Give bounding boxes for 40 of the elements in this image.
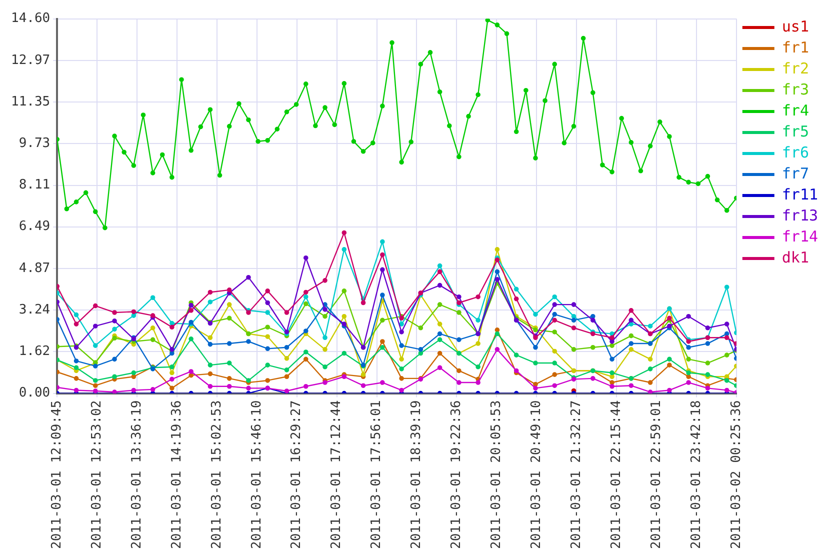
y-tick-label: 4.87 [18,260,50,276]
legend-label: fr5 [782,122,809,140]
x-tick-label: 2011-03-01 14:19:36 [169,400,184,550]
x-tick-label: 2011-03-01 22:59:01 [648,400,664,550]
x-tick-label: 2011-03-01 15:46:10 [249,400,264,550]
x-tick-label: 2011-03-01 19:22:36 [449,400,464,550]
x-tick-label: 2011-03-01 17:12:44 [329,400,344,550]
x-tick-label: 2011-03-01 20:05:53 [489,400,504,550]
y-tick-label: 6.49 [18,219,50,234]
y-tick-label: 11.35 [10,94,50,110]
x-tick-label: 2011-03-01 16:29:27 [289,400,304,550]
x-tick-label: 2011-03-01 17:56:01 [369,400,384,550]
x-tick-label: 2011-03-01 12:53:02 [89,400,104,550]
x-tick-label: 2011-03-01 21:32:27 [568,400,584,550]
y-tick-label: 8.11 [18,178,50,193]
legend-label: fr3 [782,80,809,98]
legend-label: us1 [782,17,809,36]
x-tick-label: 2011-03-01 13:36:19 [129,400,144,550]
y-tick-label: 14.60 [10,11,50,26]
y-tick-label: 12.97 [10,52,50,68]
x-tick-label: 2011-03-01 20:49:10 [528,400,544,550]
legend-label: fr1 [782,38,809,56]
legend-label: fr2 [782,59,809,78]
x-tick-label: 2011-03-01 22:15:44 [608,400,624,550]
legend-label: fr4 [782,101,809,120]
x-tick-label: 2011-03-01 12:09:45 [50,400,65,550]
x-tick-label: 2011-03-02 00:25:36 [728,400,744,550]
legend-label: fr11 [782,185,818,204]
legend-label: fr7 [782,164,809,182]
x-tick-label: 2011-03-01 23:42:18 [688,400,704,550]
legend-label: dk1 [782,248,809,266]
y-tick-label: 9.73 [18,136,50,152]
y-tick-label: 1.62 [18,344,50,360]
y-tick-label: 0.00 [18,386,50,401]
legend-label: fr14 [782,227,818,246]
x-tick-label: 2011-03-01 15:02:53 [209,400,224,550]
y-tick-label: 3.24 [18,302,50,318]
legend-label: fr13 [782,206,818,224]
x-tick-label: 2011-03-01 18:39:19 [409,400,424,550]
legend-label: fr6 [782,143,809,162]
